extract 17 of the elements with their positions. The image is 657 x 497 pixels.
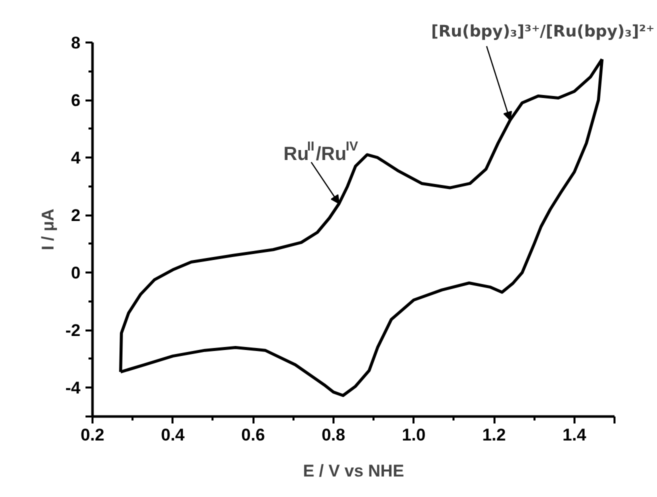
y-tick-label: -4 [65, 378, 82, 398]
x-axis-title: E / V vs NHE [302, 462, 404, 480]
y-tick-label: 6 [71, 91, 81, 110]
x-tick-label: 1.2 [482, 426, 506, 444]
x-tick-label: 0.6 [241, 426, 265, 444]
y-tick-label: -2 [65, 321, 81, 340]
x-tick-label: 0.8 [322, 426, 346, 444]
x-tick-label: 0.2 [80, 426, 104, 444]
x-tick-label: 0.4 [160, 426, 186, 444]
y-tick-label: 4 [71, 148, 82, 168]
y-tick-label: 2 [71, 206, 81, 226]
y-axis-title: I / μA [38, 208, 58, 250]
x-tick-label: 1.4 [562, 426, 587, 444]
x-tick-label: 1.0 [402, 426, 426, 444]
annotation: [Ru(bpy)₃]³⁺/[Ru(bpy)₃]²⁺ [431, 22, 654, 40]
y-tick-label: 8 [71, 34, 81, 52]
y-tick-label: 0 [71, 264, 81, 283]
